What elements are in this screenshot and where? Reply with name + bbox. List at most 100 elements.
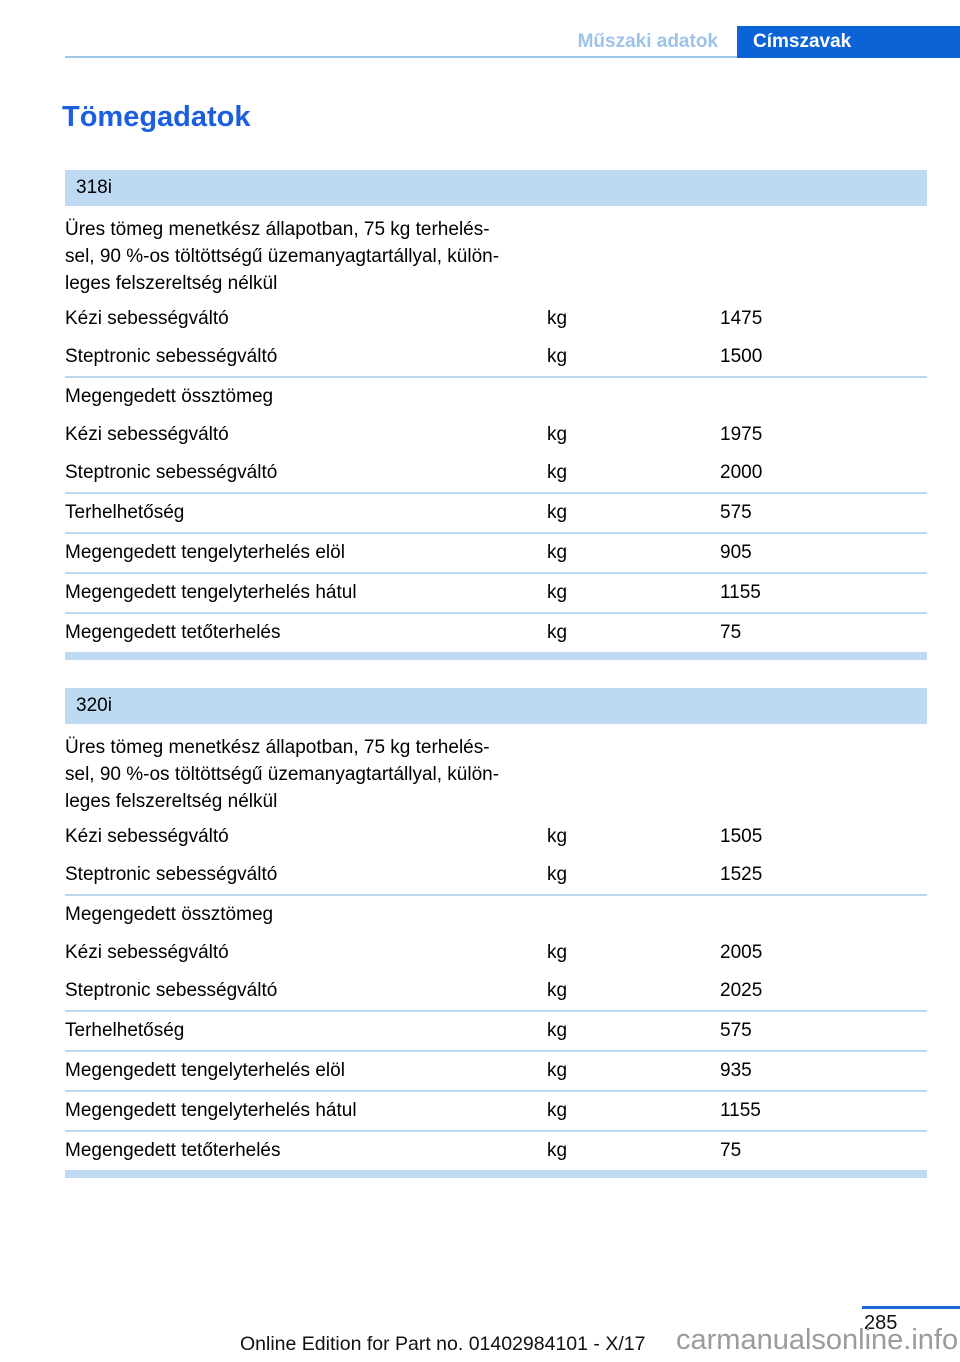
table-section: Megengedett össztömeg Kézi sebességváltó… — [65, 894, 927, 1010]
table-header-318i: 318i — [65, 170, 927, 206]
row-unit: kg — [547, 826, 568, 847]
row-value: 905 — [720, 542, 752, 563]
page-number: 285 — [864, 1312, 898, 1334]
row-unit: kg — [547, 308, 568, 329]
row-label: Steptronic sebességváltó — [65, 980, 278, 1001]
row-value: 1525 — [720, 864, 763, 885]
table-subheader-row: Megengedett össztömeg — [65, 896, 927, 934]
table-row: Steptronic sebességváltó kg 1500 — [65, 338, 927, 376]
row-value: 1155 — [720, 582, 761, 603]
table-row: Megengedett tengelyterhelés elöl kg 935 — [65, 1052, 927, 1090]
table-header-320i: 320i — [65, 688, 927, 724]
row-subheader: Megengedett össztömeg — [65, 904, 274, 925]
row-unit: kg — [547, 502, 568, 523]
model-name: 318i — [76, 177, 112, 198]
table-section: Megengedett tengelyterhelés hátul kg 115… — [65, 572, 927, 612]
row-unit: kg — [547, 622, 568, 643]
model-name: 320i — [76, 695, 112, 716]
table-row: Steptronic sebességváltó kg 2000 — [65, 454, 927, 492]
row-unit: kg — [547, 1100, 568, 1121]
table-row: Kézi sebességváltó kg 1505 — [65, 818, 927, 856]
row-label: Steptronic sebességváltó — [65, 462, 278, 483]
table-row: Megengedett tetőterhelés kg 75 — [65, 1132, 927, 1170]
row-unit: kg — [547, 864, 568, 885]
row-unit: kg — [547, 1140, 568, 1161]
row-value: 1975 — [720, 424, 763, 445]
row-value: 1505 — [720, 826, 763, 847]
table-description: Üres tömeg menetkész állapotban, 75 kg t… — [65, 219, 500, 294]
row-label: Megengedett tengelyterhelés elöl — [65, 1060, 345, 1081]
table-row: Kézi sebességváltó kg 1475 — [65, 300, 927, 338]
row-unit: kg — [547, 462, 568, 483]
table-row: Steptronic sebességváltó kg 1525 — [65, 856, 927, 894]
row-unit: kg — [547, 980, 568, 1001]
row-label: Megengedett tetőterhelés — [65, 1140, 281, 1161]
watermark-text: carmanualsonline.info — [676, 1324, 959, 1356]
row-label: Steptronic sebességváltó — [65, 864, 278, 885]
row-subheader: Megengedett össztömeg — [65, 386, 274, 407]
table-section: Terhelhetőség kg 575 — [65, 1010, 927, 1050]
table-row: Megengedett tengelyterhelés elöl kg 905 — [65, 534, 927, 572]
row-value: 1475 — [720, 308, 763, 329]
page-number-rule — [862, 1306, 960, 1309]
table-section: Megengedett tetőterhelés kg 75 — [65, 1130, 927, 1170]
row-value: 935 — [720, 1060, 752, 1081]
row-label: Megengedett tengelyterhelés hátul — [65, 582, 357, 603]
row-label: Kézi sebességváltó — [65, 826, 229, 847]
row-unit: kg — [547, 542, 568, 563]
edition-note: Online Edition for Part no. 01402984101 … — [240, 1333, 646, 1355]
table-section: Megengedett tengelyterhelés hátul kg 115… — [65, 1090, 927, 1130]
row-label: Kézi sebességváltó — [65, 942, 229, 963]
table-row: Kézi sebességváltó kg 2005 — [65, 934, 927, 972]
table-section: Kézi sebességváltó kg 1505 Steptronic se… — [65, 818, 927, 894]
table-description: Üres tömeg menetkész állapotban, 75 kg t… — [65, 737, 500, 812]
row-unit: kg — [547, 1020, 568, 1041]
row-label: Terhelhetőség — [65, 502, 185, 523]
row-unit: kg — [547, 1060, 568, 1081]
table-row: Terhelhetőség kg 575 — [65, 1012, 927, 1050]
table-footer-bar — [65, 1170, 927, 1178]
row-value: 75 — [720, 622, 742, 643]
row-value: 75 — [720, 1140, 742, 1161]
row-label: Megengedett tengelyterhelés elöl — [65, 542, 345, 563]
table-row: Megengedett tetőterhelés kg 75 — [65, 614, 927, 652]
table-section: Megengedett tengelyterhelés elöl kg 935 — [65, 1050, 927, 1090]
table-section: Kézi sebességváltó kg 1475 Steptronic se… — [65, 300, 927, 376]
spec-table-318i: 318i Üres tömeg menetkész állapotban, 75… — [65, 170, 927, 660]
row-value: 1155 — [720, 1100, 761, 1121]
row-value: 575 — [720, 502, 752, 523]
row-label: Megengedett tetőterhelés — [65, 622, 281, 643]
table-section: Megengedett tengelyterhelés elöl kg 905 — [65, 532, 927, 572]
table-row: Terhelhetőség kg 575 — [65, 494, 927, 532]
row-unit: kg — [547, 942, 568, 963]
page-title: Tömegadatok — [62, 101, 251, 133]
table-row: Megengedett tengelyterhelés hátul kg 115… — [65, 1092, 927, 1130]
row-unit: kg — [547, 424, 568, 445]
row-unit: kg — [547, 582, 568, 603]
row-label: Steptronic sebességváltó — [65, 346, 278, 367]
table-footer-bar — [65, 652, 927, 660]
nav-index-label: Címszavak — [753, 31, 852, 52]
table-row: Kézi sebességváltó kg 1975 — [65, 416, 927, 454]
row-label: Terhelhetőség — [65, 1020, 185, 1041]
row-value: 2025 — [720, 980, 763, 1001]
table-row: Steptronic sebességváltó kg 2025 — [65, 972, 927, 1010]
table-section: Terhelhetőség kg 575 — [65, 492, 927, 532]
table-section: Megengedett tetőterhelés kg 75 — [65, 612, 927, 652]
nav-chapter-link[interactable]: Műszaki adatok — [577, 31, 718, 52]
table-row: Megengedett tengelyterhelés hátul kg 115… — [65, 574, 927, 612]
row-value: 2000 — [720, 462, 763, 483]
row-label: Megengedett tengelyterhelés hátul — [65, 1100, 357, 1121]
row-label: Kézi sebességváltó — [65, 308, 229, 329]
row-value: 2005 — [720, 942, 763, 963]
table-section: Megengedett össztömeg Kézi sebességváltó… — [65, 376, 927, 492]
row-value: 575 — [720, 1020, 752, 1041]
row-value: 1500 — [720, 346, 763, 367]
header-divider — [65, 56, 737, 58]
spec-table-320i: 320i Üres tömeg menetkész állapotban, 75… — [65, 688, 927, 1178]
nav-index-button[interactable]: Címszavak — [737, 26, 960, 58]
row-unit: kg — [547, 346, 568, 367]
row-label: Kézi sebességváltó — [65, 424, 229, 445]
table-subheader-row: Megengedett össztömeg — [65, 378, 927, 416]
